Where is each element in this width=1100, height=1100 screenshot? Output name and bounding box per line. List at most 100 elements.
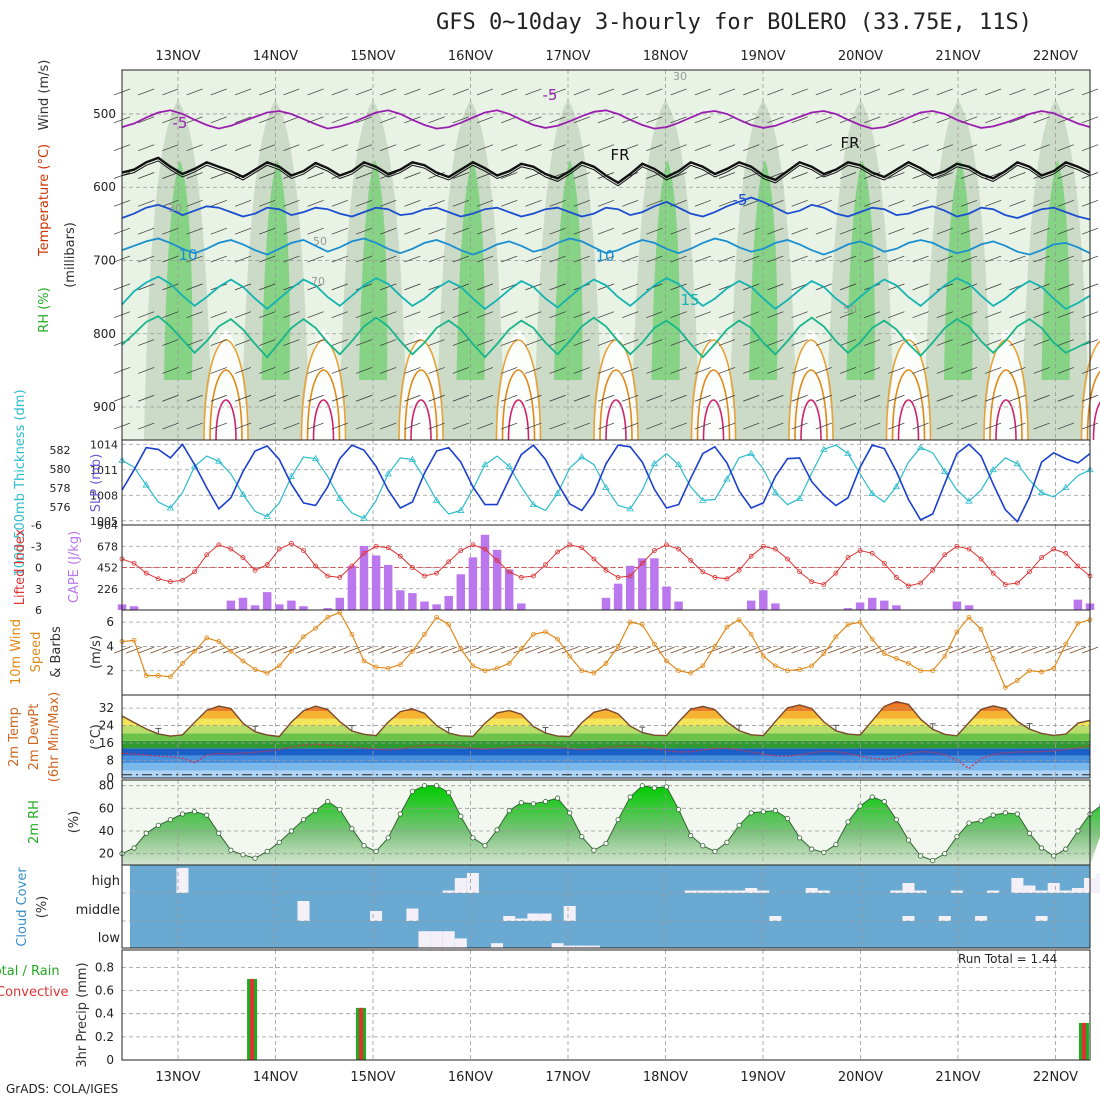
date-label-top: 19NOV xyxy=(740,49,785,64)
cape-tick-label: 678 xyxy=(97,540,118,553)
wind-barb xyxy=(355,339,373,346)
temp-2m-line xyxy=(121,700,1091,738)
wind-barb xyxy=(670,116,687,124)
rh-point xyxy=(409,788,415,794)
contour-label: -5 xyxy=(173,114,188,132)
wind-barb xyxy=(815,394,832,402)
wind-barb xyxy=(864,227,881,235)
wind-barb xyxy=(694,88,711,96)
pressure-tick-label: 700 xyxy=(93,253,116,267)
wind-barb xyxy=(138,144,155,151)
lifted-index-point xyxy=(688,558,694,563)
wind-barb xyxy=(404,422,421,430)
wind-barb xyxy=(767,144,784,151)
wind-barb xyxy=(476,172,494,179)
lifted-index-point xyxy=(978,556,984,562)
wind-barb xyxy=(815,227,832,235)
temp-dome-contour xyxy=(897,399,920,441)
contour-label: 10 xyxy=(178,246,197,264)
wind-barb xyxy=(694,172,711,179)
wind-barb xyxy=(525,172,542,179)
wind-barb xyxy=(331,144,348,151)
cloud-level-label: high xyxy=(92,874,120,889)
wind-barb xyxy=(670,88,687,96)
lifted-index-point xyxy=(349,563,355,569)
wind-speed-point xyxy=(942,653,948,659)
temp-color-band xyxy=(122,718,1090,727)
wind-barb xyxy=(259,116,276,124)
contour-label: FR xyxy=(840,134,859,152)
wind-barb xyxy=(428,255,445,263)
wind-barb xyxy=(1033,311,1050,319)
surface-wind-barb xyxy=(730,646,748,654)
wind-barb xyxy=(525,367,542,374)
precip-convective-bar xyxy=(250,978,255,1060)
surface-wind-barb xyxy=(380,646,397,654)
wind-barb xyxy=(1009,172,1026,179)
contour-label: FR xyxy=(610,146,629,164)
wind-speed-point xyxy=(676,668,681,674)
wind-barb xyxy=(331,311,348,319)
wind-speed-point xyxy=(833,634,839,640)
cape-bar xyxy=(335,597,345,610)
wind-barb xyxy=(960,227,978,235)
wind-barb xyxy=(186,311,203,319)
wind-barb xyxy=(331,283,348,291)
lifted-index-point xyxy=(881,560,887,566)
temperature-contour xyxy=(121,275,1091,311)
dry-dome xyxy=(594,330,638,440)
thickness-point xyxy=(626,505,634,512)
wind-barb xyxy=(864,339,881,346)
slp-tick-label: 1008 xyxy=(90,489,118,502)
wind-barb xyxy=(380,311,397,319)
cloud-bar xyxy=(491,943,504,948)
thickness-point xyxy=(432,496,441,503)
temp-dome-contour xyxy=(989,369,1023,441)
wind-barb xyxy=(985,311,1002,319)
wind-barb xyxy=(525,422,542,430)
wind-barb xyxy=(1009,339,1026,346)
wind-barb xyxy=(622,200,639,207)
wind-speed-point xyxy=(809,663,815,669)
wind-barb xyxy=(476,255,494,263)
wind-barb xyxy=(380,255,397,263)
wind-barb xyxy=(549,88,566,96)
thickness-point xyxy=(965,497,973,504)
surface-wind-barb xyxy=(972,646,990,654)
thickness-point xyxy=(602,483,610,490)
date-label-bottom: 19NOV xyxy=(740,1070,785,1085)
wind-barb xyxy=(307,422,324,430)
thickness-point xyxy=(916,443,925,451)
temp-axis-label-4: (°C) xyxy=(89,724,104,750)
wind-barb xyxy=(1009,394,1026,402)
temp-dome-contour xyxy=(495,339,542,441)
surface-wind-barb xyxy=(815,646,832,654)
surface-wind-barb xyxy=(876,646,893,654)
wind-barb xyxy=(694,394,711,402)
wind-barb xyxy=(815,255,832,263)
lifted-index-point xyxy=(204,552,210,558)
cape-bar xyxy=(504,569,514,610)
wind-barb xyxy=(791,116,808,124)
wind-barb xyxy=(622,88,639,96)
contour-label: -5 xyxy=(543,86,558,104)
wind-barb xyxy=(912,88,929,96)
lifted-index-point xyxy=(264,562,270,568)
thickness-point xyxy=(578,453,586,460)
wind-barb xyxy=(501,422,518,430)
rh-point xyxy=(893,817,900,823)
rh-point xyxy=(506,807,512,814)
precip-tick-label: 0.2 xyxy=(95,1030,114,1044)
rh-point xyxy=(881,798,887,805)
wind-barb xyxy=(549,339,566,346)
surface-wind-barb xyxy=(743,646,760,654)
wind-barb xyxy=(428,367,445,374)
rh-point xyxy=(1051,853,1057,859)
rh-tick-label: 20 xyxy=(99,847,114,861)
cloud-frame xyxy=(121,864,1091,949)
wind-barb xyxy=(718,422,736,430)
lifted-index-point xyxy=(1027,569,1032,575)
wind-barb xyxy=(1057,311,1074,319)
lifted-index-point xyxy=(700,569,706,575)
wind-barb xyxy=(501,144,518,151)
